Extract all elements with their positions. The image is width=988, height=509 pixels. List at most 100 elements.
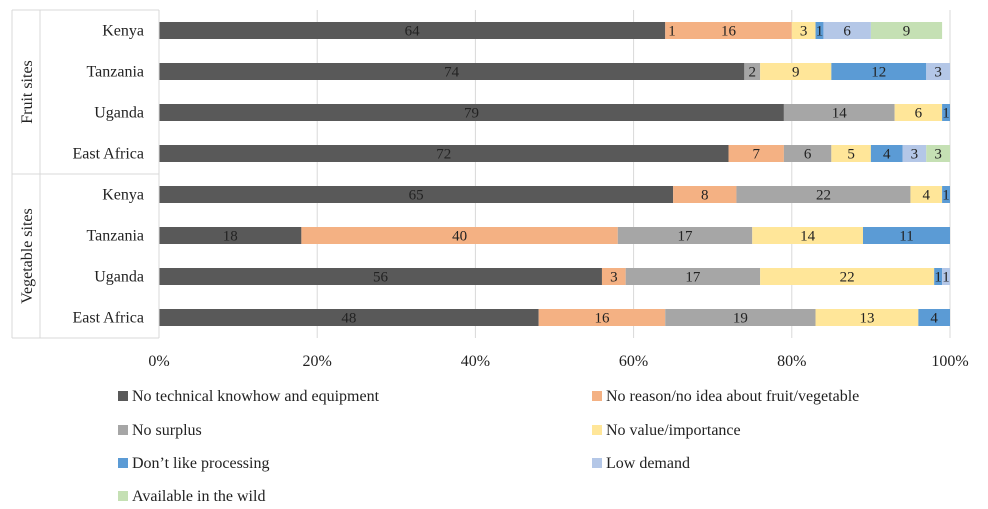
- legend-label: Don’t like processing: [132, 455, 269, 472]
- x-tick-label: 80%: [777, 353, 806, 370]
- bar-segment: [823, 22, 871, 39]
- axes: 0% 20% 40% 60% 80% 100% Kenya Tanzania Uganda Eas…: [11, 9, 969, 370]
- y-tick-label: Tanzania: [86, 228, 144, 245]
- bar-segment: [831, 63, 927, 80]
- bar-segment: [601, 268, 626, 285]
- data-label: 19: [733, 311, 748, 327]
- bar-labels: 64 16 3 1 6 974 2 9 12 379 14 6 172 7 6 5 4 3 365 8 22 4 118 40…: [223, 24, 950, 327]
- bar-segment: [744, 63, 761, 80]
- data-label: 6: [843, 24, 851, 40]
- bar-segment: [910, 186, 943, 203]
- bar-segment: [159, 309, 539, 326]
- bar-segment: [760, 268, 935, 285]
- bar-segment: [736, 186, 911, 203]
- legend-swatch: [118, 425, 128, 435]
- x-tick-label: 20%: [303, 353, 332, 370]
- bar-segment: [791, 22, 816, 39]
- data-label: 4: [883, 147, 891, 163]
- bar-segment: [870, 22, 943, 39]
- data-label: 14: [832, 106, 848, 122]
- data-label: 3: [800, 24, 808, 40]
- data-label: 14: [800, 229, 816, 245]
- data-label: 1: [668, 24, 676, 40]
- y-tick-label: East Africa: [72, 310, 144, 327]
- bar-segment: [301, 227, 618, 244]
- data-label: 1: [942, 106, 950, 122]
- data-label: 11: [899, 229, 913, 245]
- data-label: 1: [816, 24, 824, 40]
- bar-segment: [665, 22, 792, 39]
- data-label: 9: [792, 65, 800, 81]
- data-label: 22: [816, 188, 831, 204]
- y-tick-label: Tanzania: [86, 64, 144, 81]
- data-label: 13: [859, 311, 874, 327]
- legend-swatch: [592, 458, 602, 468]
- bars: [159, 22, 950, 326]
- legend: No technical knowhow and equipment No rea…: [118, 388, 859, 505]
- data-label: 16: [721, 24, 737, 40]
- bar-segment: [617, 227, 753, 244]
- bar-segment: [783, 104, 895, 121]
- bar-segment: [760, 63, 832, 80]
- bar-segment: [831, 145, 871, 162]
- bar-segment: [862, 227, 950, 244]
- bar-segment: [942, 186, 950, 203]
- data-label: 1: [934, 270, 942, 286]
- bar-segment: [665, 309, 816, 326]
- legend-label: No surplus: [132, 422, 202, 439]
- x-tick-label: 60%: [619, 353, 648, 370]
- data-label: 4: [930, 311, 938, 327]
- bar-segment: [752, 227, 863, 244]
- bar-segment: [159, 63, 745, 80]
- bar-segment: [159, 227, 302, 244]
- legend-label: No reason/no idea about fruit/vegetable: [606, 388, 859, 405]
- data-label: 40: [452, 229, 467, 245]
- y-tick-label: East Africa: [72, 146, 144, 163]
- data-label: 7: [752, 147, 760, 163]
- data-label: 65: [409, 188, 424, 204]
- gridlines: [158, 10, 951, 338]
- bar-segment: [625, 268, 761, 285]
- bar-segment: [926, 63, 950, 80]
- data-label: 74: [444, 65, 460, 81]
- bar-segment: [728, 145, 784, 162]
- data-label: 72: [436, 147, 451, 163]
- bar-segment: [926, 145, 950, 162]
- y-tick-label: Kenya: [102, 187, 144, 204]
- legend-swatch: [592, 391, 602, 401]
- data-label: 18: [223, 229, 238, 245]
- y-tick-label: Uganda: [94, 269, 144, 286]
- legend-label: No technical knowhow and equipment: [132, 388, 380, 405]
- legend-swatch: [118, 391, 128, 401]
- bar-segment: [902, 145, 927, 162]
- data-label: 48: [341, 311, 356, 327]
- data-label: 3: [934, 65, 942, 81]
- data-label: 17: [685, 270, 701, 286]
- bar-segment: [159, 145, 729, 162]
- legend-swatch: [118, 491, 128, 501]
- bar-segment: [934, 268, 943, 285]
- legend-swatch: [118, 458, 128, 468]
- data-label: 56: [373, 270, 389, 286]
- data-label: 16: [594, 311, 610, 327]
- data-label: 3: [911, 147, 919, 163]
- bar-segment: [815, 309, 919, 326]
- data-label: 1: [942, 270, 950, 286]
- bar-segment: [159, 22, 666, 39]
- bar-segment: [159, 104, 784, 121]
- x-tick-label: 0%: [148, 353, 169, 370]
- x-tick-label: 100%: [931, 353, 968, 370]
- bar-segment: [918, 309, 950, 326]
- data-label: 3: [610, 270, 618, 286]
- bar-segment: [673, 186, 737, 203]
- data-label: 3: [934, 147, 942, 163]
- y-tick-label: Kenya: [102, 23, 144, 40]
- bar-segment: [942, 104, 950, 121]
- data-label: 6: [915, 106, 923, 122]
- y-tick-label: Uganda: [94, 105, 144, 122]
- data-label: 9: [903, 24, 911, 40]
- data-label: 17: [678, 229, 694, 245]
- bar-segment: [942, 268, 950, 285]
- data-label: 22: [840, 270, 855, 286]
- data-label: 2: [749, 65, 757, 81]
